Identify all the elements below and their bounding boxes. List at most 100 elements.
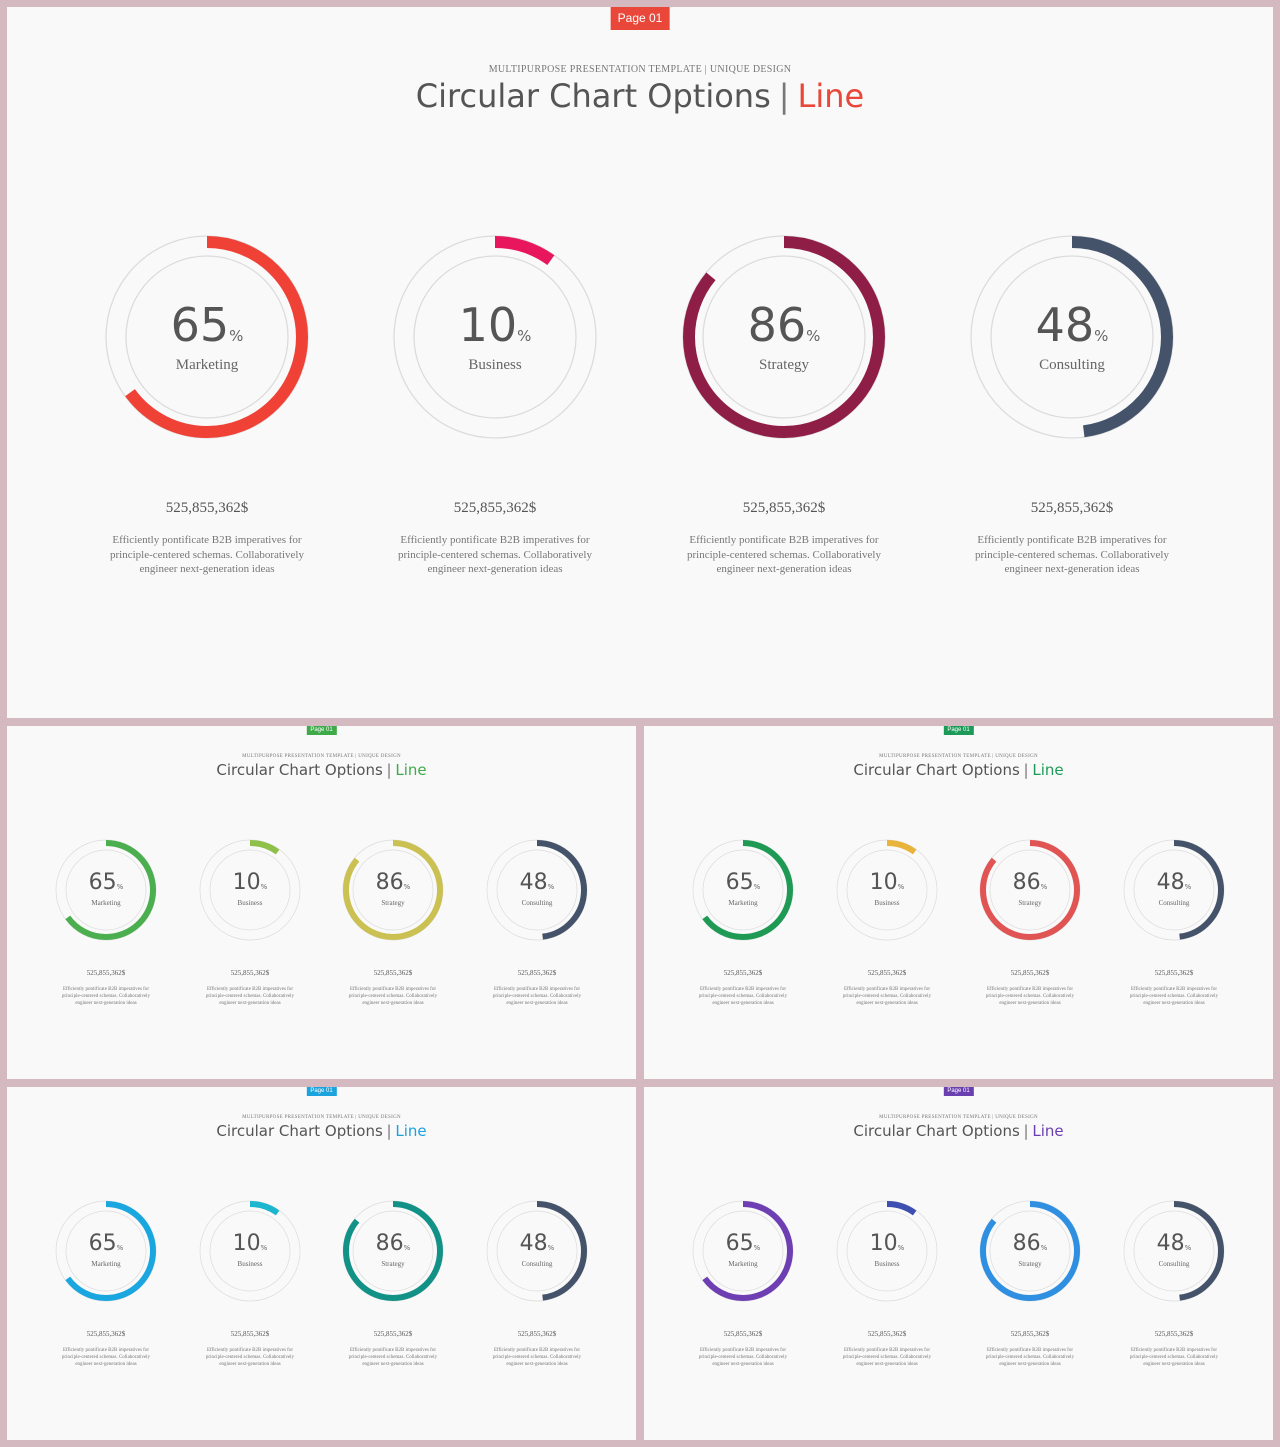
percent-sign: % bbox=[116, 883, 124, 891]
title-separator: | bbox=[386, 1122, 392, 1140]
ring-chart-strategy bbox=[682, 235, 886, 439]
percent-sign: % bbox=[753, 1244, 761, 1252]
category-label: Strategy bbox=[1018, 1260, 1042, 1268]
percent-value: 65% bbox=[663, 1233, 823, 1259]
percent-sign: % bbox=[116, 1244, 124, 1252]
percent-sign: % bbox=[229, 327, 244, 345]
category-label: Marketing bbox=[728, 899, 758, 907]
ring-progress-arc bbox=[980, 840, 1080, 940]
description-text: Efficiently pontificate B2B imperatives … bbox=[492, 987, 582, 1006]
amount-value: 525,855,362$ bbox=[742, 500, 826, 516]
category-label: Business bbox=[237, 899, 263, 907]
ring-progress-arc bbox=[487, 840, 587, 940]
percent-value: 48% bbox=[457, 1233, 617, 1259]
slide-kicker: MULTIPURPOSE PRESENTATION TEMPLATE | UNI… bbox=[242, 754, 401, 759]
amount-value: 525,855,362$ bbox=[723, 1330, 763, 1338]
percent-number: 10 bbox=[232, 1231, 261, 1256]
ring-progress-arc bbox=[343, 840, 443, 940]
ring-chart-strategy bbox=[979, 839, 1081, 941]
ring-inner-guide bbox=[352, 1210, 434, 1292]
amount-value: 525,855,362$ bbox=[517, 1330, 557, 1338]
description-text: Efficiently pontificate B2B imperatives … bbox=[985, 1348, 1075, 1367]
ring-chart-consulting bbox=[486, 839, 588, 941]
ring-chart-consulting bbox=[1123, 1200, 1225, 1302]
ring-inner-guide bbox=[413, 255, 577, 419]
title-separator: | bbox=[386, 761, 392, 779]
percent-sign: % bbox=[517, 327, 532, 345]
description-text: Efficiently pontificate B2B imperatives … bbox=[61, 987, 151, 1006]
percent-value: 65% bbox=[127, 302, 287, 359]
amount-value: 525,855,362$ bbox=[1010, 969, 1050, 977]
category-label: Business bbox=[874, 899, 900, 907]
slide-4: Page 01 MULTIPURPOSE PRESENTATION TEMPLAT… bbox=[7, 1087, 636, 1440]
slide-kicker: MULTIPURPOSE PRESENTATION TEMPLATE | UNI… bbox=[488, 64, 792, 75]
category-label: Consulting bbox=[1039, 357, 1105, 373]
category-label: Business bbox=[237, 1260, 263, 1268]
ring-progress-arc bbox=[487, 1201, 587, 1301]
percent-sign: % bbox=[897, 883, 905, 891]
ring-inner-guide bbox=[209, 849, 291, 931]
description-text: Efficiently pontificate B2B imperatives … bbox=[348, 1348, 438, 1367]
percent-sign: % bbox=[1040, 883, 1048, 891]
category-label: Strategy bbox=[1018, 899, 1042, 907]
percent-sign: % bbox=[897, 1244, 905, 1252]
ring-progress-arc bbox=[980, 1201, 1080, 1301]
ring-inner-guide bbox=[209, 1210, 291, 1292]
page-badge: Page 01 bbox=[943, 1087, 974, 1096]
percent-sign: % bbox=[260, 1244, 268, 1252]
ring-chart-strategy bbox=[342, 839, 444, 941]
percent-number: 48 bbox=[1156, 870, 1185, 895]
ring-inner-guide bbox=[990, 255, 1154, 419]
ring-chart-strategy bbox=[342, 1200, 444, 1302]
description-text: Efficiently pontificate B2B imperatives … bbox=[698, 987, 788, 1006]
description-text: Efficiently pontificate B2B imperatives … bbox=[985, 987, 1075, 1006]
category-label: Marketing bbox=[91, 1260, 121, 1268]
title-main: Circular Chart Options bbox=[853, 761, 1020, 779]
percent-number: 48 bbox=[1156, 1231, 1185, 1256]
percent-number: 86 bbox=[747, 298, 807, 352]
title-accent: Line bbox=[395, 1122, 427, 1140]
ring-chart-marketing bbox=[692, 1200, 794, 1302]
percent-sign: % bbox=[1040, 1244, 1048, 1252]
page-badge: Page 01 bbox=[306, 1087, 337, 1096]
percent-number: 10 bbox=[869, 1231, 898, 1256]
slide-title: Circular Chart Options | Line bbox=[644, 1122, 1273, 1140]
slide-kicker: MULTIPURPOSE PRESENTATION TEMPLATE | UNI… bbox=[242, 1115, 401, 1120]
title-main: Circular Chart Options bbox=[853, 1122, 1020, 1140]
percent-value: 65% bbox=[663, 872, 823, 898]
title-main: Circular Chart Options bbox=[216, 1122, 383, 1140]
slide-5: Page 01 MULTIPURPOSE PRESENTATION TEMPLAT… bbox=[644, 1087, 1273, 1440]
slide-2: Page 01 MULTIPURPOSE PRESENTATION TEMPLAT… bbox=[7, 726, 636, 1079]
percent-sign: % bbox=[403, 883, 411, 891]
percent-sign: % bbox=[547, 1244, 555, 1252]
category-label: Consulting bbox=[521, 1260, 553, 1268]
ring-inner-guide bbox=[989, 849, 1071, 931]
title-accent: Line bbox=[1032, 761, 1064, 779]
title-separator: | bbox=[778, 77, 790, 115]
category-label: Consulting bbox=[1158, 899, 1190, 907]
percent-number: 86 bbox=[1012, 1231, 1041, 1256]
ring-chart-business bbox=[393, 235, 597, 439]
percent-value: 86% bbox=[313, 872, 473, 898]
category-label: Strategy bbox=[759, 357, 809, 373]
ring-chart-business bbox=[199, 1200, 301, 1302]
amount-value: 525,855,362$ bbox=[165, 500, 249, 516]
percent-value: 10% bbox=[807, 1233, 967, 1259]
description-text: Efficiently pontificate B2B imperatives … bbox=[975, 534, 1169, 575]
percent-number: 10 bbox=[458, 298, 518, 352]
description-text: Efficiently pontificate B2B imperatives … bbox=[842, 1348, 932, 1367]
ring-chart-business bbox=[836, 839, 938, 941]
category-label: Marketing bbox=[728, 1260, 758, 1268]
slide-1: Page 01 MULTIPURPOSE PRESENTATION TEMPLAT… bbox=[7, 7, 1273, 718]
ring-chart-marketing bbox=[692, 839, 794, 941]
percent-number: 86 bbox=[375, 870, 404, 895]
description-text: Efficiently pontificate B2B imperatives … bbox=[492, 1348, 582, 1367]
percent-value: 48% bbox=[992, 302, 1152, 359]
percent-value: 86% bbox=[950, 1233, 1110, 1259]
category-label: Marketing bbox=[175, 357, 239, 373]
description-text: Efficiently pontificate B2B imperatives … bbox=[205, 987, 295, 1006]
ring-chart-business bbox=[199, 839, 301, 941]
ring-chart-consulting bbox=[970, 235, 1174, 439]
percent-number: 10 bbox=[232, 870, 261, 895]
amount-value: 525,855,362$ bbox=[517, 969, 557, 977]
